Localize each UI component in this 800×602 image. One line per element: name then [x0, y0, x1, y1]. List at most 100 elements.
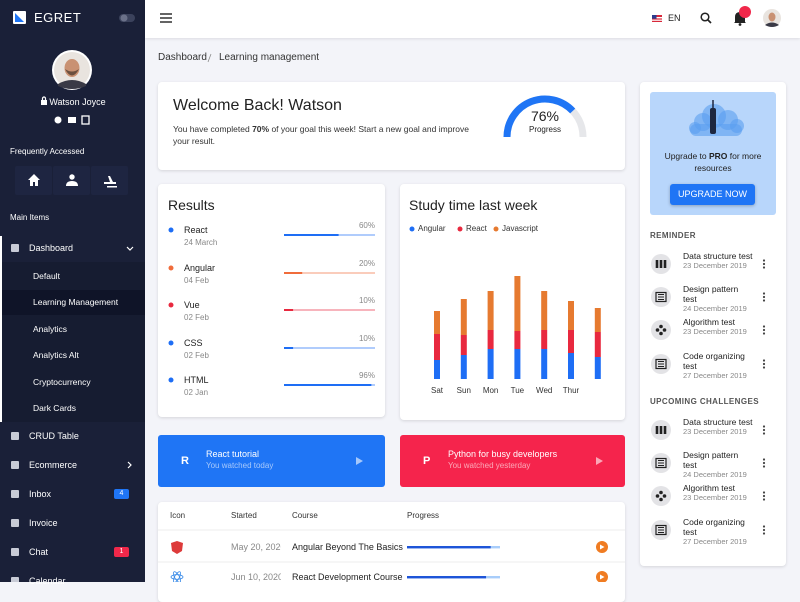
- submenu-item: Analytics: [33, 323, 68, 334]
- gauge-value: 76%: [530, 108, 560, 124]
- welcome-text-part: You have completed: [173, 124, 253, 134]
- result-date: 04 Feb: [184, 276, 209, 285]
- user-name: Watson Joyce: [0, 96, 145, 108]
- x-tick-label: Wed: [536, 386, 553, 395]
- x-tick-label: Tue: [510, 386, 525, 395]
- section-title: REMINDER: [650, 231, 696, 240]
- item-title: Design pattern test: [683, 284, 739, 304]
- chart-title: Study time last week: [409, 197, 538, 213]
- result-percent: 10%: [358, 334, 375, 343]
- item-text: Code organizing test 27 December 2019: [683, 351, 753, 381]
- active-item: [0, 290, 145, 315]
- notification-count: 3: [742, 8, 747, 15]
- section-title: UPCOMING CHALLENGES: [650, 397, 759, 406]
- item-title: Algorithm test: [683, 483, 735, 493]
- submenu-item: Dark Cards: [33, 403, 76, 413]
- menu-item: Chat: [29, 547, 49, 557]
- welcome-title: Welcome Back! Watson: [173, 97, 342, 114]
- course-card[interactable]: [158, 435, 385, 487]
- table-started: Jun 10, 2020: [231, 572, 281, 582]
- x-tick-label: Sat: [430, 386, 443, 395]
- result-name: Angular: [184, 263, 216, 273]
- gauge-label: Progress: [528, 125, 561, 134]
- item-date: 24 December 2019: [683, 470, 747, 479]
- user-name-text: Watson Joyce: [49, 97, 106, 107]
- item-date: 27 December 2019: [683, 537, 747, 546]
- legend-label: React: [466, 224, 487, 233]
- submenu-item: Default: [33, 271, 60, 281]
- item-title: Data structure test: [683, 417, 753, 427]
- menu-badge: 4: [114, 489, 129, 499]
- item-date: 23 December 2019: [683, 261, 747, 270]
- item-text: Algorithm test 23 December 2019: [683, 317, 753, 337]
- table-course: React Development Course: [292, 572, 403, 582]
- item-date: 23 December 2019: [683, 493, 747, 502]
- course-title: Python for busy developers: [448, 449, 558, 459]
- welcome-highlight: 70%: [252, 124, 270, 134]
- menu-badge: 1: [114, 547, 129, 557]
- results-card: [158, 184, 385, 417]
- main-title: Main Items: [10, 213, 50, 222]
- upgrade-text-part: for more resources: [694, 151, 762, 173]
- table-header: Started: [231, 511, 257, 520]
- table-header: Icon: [170, 511, 186, 520]
- x-tick-label: Mon: [482, 386, 499, 395]
- course-title: React tutorial: [206, 449, 260, 459]
- result-name: HTML: [184, 375, 209, 385]
- breadcrumb: Learning management: [219, 52, 320, 63]
- item-title: Code organizing test: [683, 517, 745, 537]
- item-text: Design pattern test 24 December 2019: [683, 450, 753, 480]
- item-title: Algorithm test: [683, 317, 735, 327]
- menu-item: Calendar: [29, 576, 66, 586]
- x-tick-label: Thur: [562, 386, 580, 395]
- welcome-text: You have completed 70% of your goal this…: [173, 123, 473, 147]
- topbar: [145, 0, 800, 38]
- study-card: [400, 184, 625, 420]
- frequent-title: Frequently Accessed: [10, 147, 85, 156]
- result-percent: 10%: [358, 296, 375, 305]
- item-text: Code organizing test 27 December 2019: [683, 517, 753, 547]
- menu-item: CRUD Table: [29, 431, 79, 441]
- result-date: 02 Feb: [184, 313, 209, 322]
- result-name: Vue: [184, 300, 200, 310]
- submenu-item: Cryptocurrency: [33, 376, 91, 387]
- item-date: 23 December 2019: [683, 327, 747, 336]
- active-bar: [0, 236, 2, 422]
- upgrade-button[interactable]: UPGRADE NOW: [670, 184, 755, 205]
- item-title: Code organizing test: [683, 351, 745, 371]
- table-started: May 20, 2020: [231, 542, 281, 552]
- table-header: Progress: [407, 511, 440, 520]
- welcome-text-part: of your goal this week! Start a new goal…: [173, 124, 469, 146]
- item-date: 24 December 2019: [683, 304, 747, 313]
- menu-item: Invoice: [29, 518, 58, 528]
- upgrade-text: Upgrade to PRO for more resources: [650, 150, 776, 174]
- item-text: Data structure test 23 December 2019: [683, 251, 753, 271]
- result-date: 24 March: [184, 238, 218, 247]
- legend-label: Javascript: [502, 224, 539, 233]
- result-name: CSS: [184, 338, 203, 348]
- breadcrumb-separator: [207, 53, 212, 63]
- submenu-item: Analytics Alt: [33, 350, 79, 361]
- breadcrumb: Dashboard: [158, 52, 207, 63]
- result-percent: 60%: [358, 221, 375, 230]
- menu-item: Dashboard: [29, 243, 74, 253]
- course-card[interactable]: [400, 435, 625, 487]
- brand: EGRET: [34, 10, 82, 25]
- table-header: Course: [292, 511, 318, 520]
- course-subtitle: You watched today: [206, 461, 274, 470]
- upgrade-text-part: Upgrade to: [664, 151, 709, 161]
- item-date: 23 December 2019: [683, 427, 747, 436]
- item-text: Data structure test 23 December 2019: [683, 417, 753, 437]
- item-text: Design pattern test 24 December 2019: [683, 284, 753, 314]
- course-subtitle: You watched yesterday: [448, 461, 531, 470]
- menu-item: Ecommerce: [29, 460, 78, 470]
- course-initial: P: [423, 455, 431, 467]
- result-name: React: [184, 225, 208, 235]
- menu-item: Inbox: [29, 489, 52, 499]
- result-date: 02 Feb: [184, 351, 209, 360]
- x-tick-label: Sun: [456, 386, 471, 395]
- language: EN: [668, 13, 681, 23]
- legend-label: Angular: [418, 224, 446, 233]
- table-course: Angular Beyond The Basics: [292, 542, 403, 552]
